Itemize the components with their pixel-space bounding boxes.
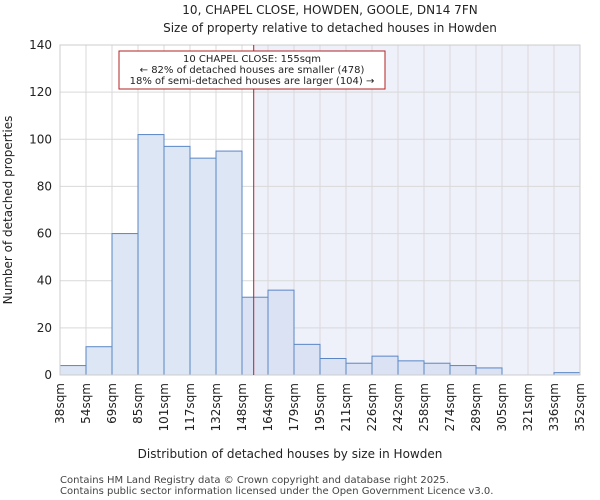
y-tick-label: 140	[29, 38, 52, 52]
bar	[59, 365, 87, 376]
x-tick-label: 85sqm	[131, 383, 145, 424]
x-tick-label: 164sqm	[261, 383, 275, 431]
annotation-line-2: ← 82% of detached houses are smaller (47…	[140, 65, 365, 76]
bars	[59, 134, 581, 376]
y-axis-label: Number of detached properties	[1, 116, 15, 305]
x-tick-label: 195sqm	[313, 383, 327, 431]
x-tick-label: 305sqm	[495, 383, 509, 431]
bar	[423, 362, 451, 376]
x-tick-label: 274sqm	[443, 383, 457, 431]
x-tick-label: 226sqm	[365, 383, 379, 431]
annotation-box	[118, 50, 386, 90]
x-tick-label: 117sqm	[183, 383, 197, 431]
y-tick-label: 40	[37, 274, 52, 288]
y-tick-labels: 0 20 40 60 80 100 120 140	[29, 38, 52, 382]
bar	[267, 289, 295, 376]
y-tick-label: 0	[44, 368, 52, 382]
y-tick-label: 80	[37, 179, 52, 193]
bar	[319, 358, 347, 376]
x-tick-label: 289sqm	[469, 383, 483, 431]
y-tick-label: 60	[37, 227, 52, 241]
plot-frame	[59, 44, 581, 376]
x-tick-label: 321sqm	[521, 383, 535, 431]
annotation-line-3: 18% of semi-detached houses are larger (…	[130, 76, 375, 87]
x-tick-label: 148sqm	[235, 383, 249, 431]
bar	[241, 296, 269, 376]
y-tick-label: 100	[29, 132, 52, 146]
bar	[163, 145, 191, 376]
y-tick-label: 120	[29, 85, 52, 99]
bar	[397, 360, 425, 376]
y-tick-label: 20	[37, 321, 52, 335]
x-tick-label: 336sqm	[547, 383, 561, 431]
chart-subtitle: Size of property relative to detached ho…	[163, 21, 497, 35]
x-tick-label: 54sqm	[79, 383, 93, 424]
x-axis-label: Distribution of detached houses by size …	[138, 447, 443, 461]
x-tick-labels: 38sqm 54sqm 69sqm 85sqm 101sqm 117sqm 132sqm 14…	[53, 383, 587, 431]
bar	[293, 343, 321, 376]
bar	[85, 346, 113, 376]
x-tick-label: 242sqm	[391, 383, 405, 431]
x-tick-label: 69sqm	[105, 383, 119, 424]
bar	[111, 233, 139, 376]
bar	[371, 355, 399, 376]
bar	[189, 157, 217, 376]
chart-title: 10, CHAPEL CLOSE, HOWDEN, GOOLE, DN14 7F…	[182, 3, 477, 17]
bar	[137, 134, 165, 376]
bar	[475, 367, 503, 376]
x-tick-label: 211sqm	[339, 383, 353, 431]
x-tick-label: 132sqm	[209, 383, 223, 431]
x-tick-label: 258sqm	[417, 383, 431, 431]
bar	[449, 365, 477, 376]
x-tick-label: 101sqm	[157, 383, 171, 431]
x-tick-label: 352sqm	[573, 383, 587, 431]
x-tick-label: 38sqm	[53, 383, 67, 424]
bar	[215, 150, 243, 376]
bar	[345, 362, 373, 376]
larger-region-shade	[253, 45, 580, 375]
annotation-line-1: 10 CHAPEL CLOSE: 155sqm	[183, 54, 321, 65]
x-tick-label: 179sqm	[287, 383, 301, 431]
footer-line-1: Contains HM Land Registry data © Crown c…	[60, 475, 449, 486]
footer-line-2: Contains public sector information licen…	[60, 486, 493, 497]
